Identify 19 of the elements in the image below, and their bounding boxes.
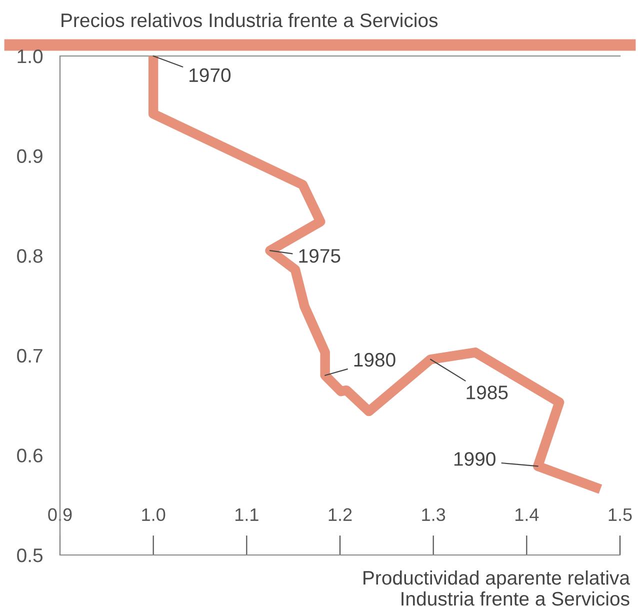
y-tick-label: 0.7 xyxy=(17,348,42,363)
x-tick-label: 1.5 xyxy=(608,508,632,522)
x-tick-label: 1.3 xyxy=(422,508,446,522)
annotation: 1975 xyxy=(299,249,340,263)
x-axis-title: Productividad aparente relativa Industria frente a Servicios xyxy=(364,570,630,606)
annotation: 1980 xyxy=(354,352,396,367)
y-axis-title: Precios relativos Industria frente a Servicios xyxy=(62,12,438,28)
x-tick-label: 1.0 xyxy=(142,508,166,522)
annotation: 1970 xyxy=(190,68,231,82)
x-tick-label: 1.4 xyxy=(515,508,539,521)
x-tick-label: 1.2 xyxy=(328,508,352,521)
annotation: 1985 xyxy=(466,386,508,400)
y-tick-label: 0.8 xyxy=(17,249,42,263)
y-tick-label: 1.0 xyxy=(18,49,43,64)
x-tick-label: 1.1 xyxy=(235,508,258,521)
y-tick-label: 0.6 xyxy=(17,448,42,462)
y-tick-label: 0.5 xyxy=(17,548,43,562)
annotation: 1990 xyxy=(454,452,496,466)
y-tick-label: 0.9 xyxy=(17,149,42,164)
